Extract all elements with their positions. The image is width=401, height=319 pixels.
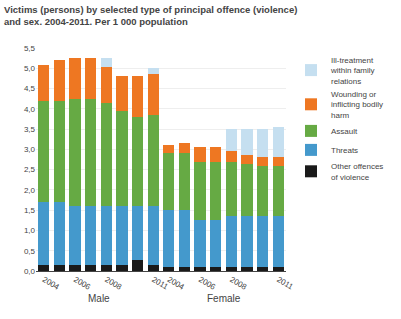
svg-text:Victims (persons) by selected: Victims (persons) by selected type of pr… [4, 4, 297, 27]
svg-text:Female: Female [207, 293, 241, 304]
svg-text:2008: 2008 [228, 275, 248, 292]
svg-text:2006: 2006 [197, 275, 217, 292]
svg-text:Wounding orinflicting bodilyha: Wounding orinflicting bodilyharm [331, 90, 383, 120]
svg-text:Ill-treatmentwithin familyrela: Ill-treatmentwithin familyrelations [330, 56, 375, 86]
svg-text:2008: 2008 [103, 275, 123, 292]
svg-text:Assault: Assault [331, 127, 358, 136]
svg-text:Male: Male [88, 293, 110, 304]
svg-text:3,5: 3,5 [24, 125, 36, 134]
svg-text:0,0: 0,0 [24, 267, 36, 276]
svg-text:4,0: 4,0 [24, 105, 36, 114]
svg-text:2011: 2011 [150, 275, 170, 292]
svg-text:2004: 2004 [41, 275, 61, 292]
svg-text:3,0: 3,0 [24, 145, 36, 154]
svg-text:2006: 2006 [72, 275, 92, 292]
svg-text:0,5: 0,5 [24, 247, 36, 256]
svg-text:2004: 2004 [166, 275, 186, 292]
svg-text:5,5: 5,5 [24, 44, 36, 53]
svg-text:2,0: 2,0 [24, 186, 36, 195]
svg-text:1,0: 1,0 [24, 226, 36, 235]
svg-text:1,5: 1,5 [24, 206, 36, 215]
svg-text:Threats: Threats [331, 146, 358, 155]
svg-text:2011: 2011 [275, 275, 295, 292]
svg-text:Other offencesof violence: Other offencesof violence [331, 162, 383, 181]
svg-text:2,5: 2,5 [24, 165, 36, 174]
svg-text:5,0: 5,0 [24, 64, 36, 73]
svg-text:4,5: 4,5 [24, 84, 36, 93]
